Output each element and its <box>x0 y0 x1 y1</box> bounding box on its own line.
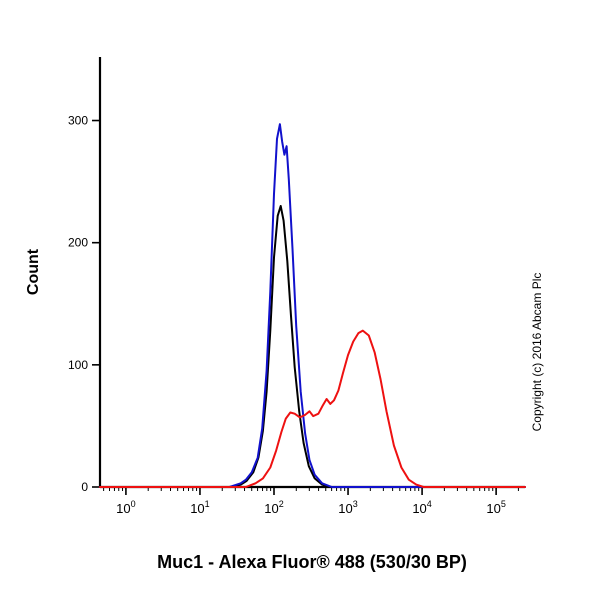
y-tick-label: 0 <box>81 480 88 494</box>
histogram-curves-group <box>99 123 526 488</box>
black-curve <box>99 205 526 488</box>
copyright-text: Copyright (c) 2016 Abcam Plc <box>530 273 544 432</box>
y-tick-label: 300 <box>68 114 88 128</box>
chart-title: Muc1 - Alexa Fluor® 488 (530/30 BP) <box>157 552 467 572</box>
y-axis-title: Count <box>25 248 42 295</box>
red-curve <box>99 329 526 488</box>
blue-curve <box>99 123 526 488</box>
y-tick-label: 100 <box>68 358 88 372</box>
y-tick-label: 200 <box>68 236 88 250</box>
